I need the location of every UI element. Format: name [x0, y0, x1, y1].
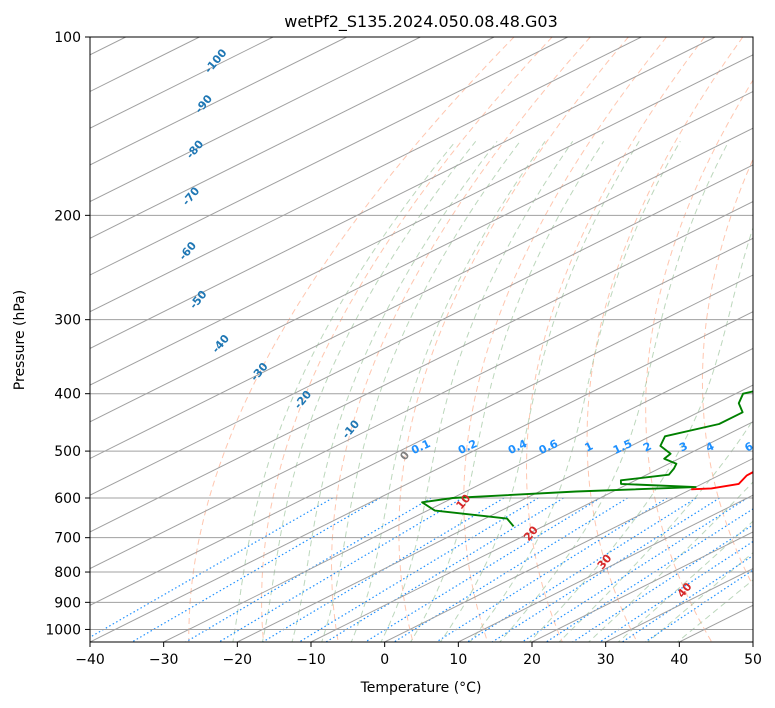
x-axis: −40 −30 −20 −10 0 10 20 30 40 50 [75, 642, 762, 668]
y-tick-label: 300 [54, 313, 81, 329]
pressure-gridlines [90, 37, 753, 630]
moist-adiabat [647, 551, 753, 642]
mixing-ratio-line [520, 497, 748, 642]
y-tick-label: 400 [54, 387, 81, 403]
isotherm-gridline [90, 237, 753, 570]
y-tick-label: 600 [54, 491, 81, 507]
isotherm-gridline [163, 347, 753, 642]
y-axis-title: Pressure (hPa) [12, 290, 28, 390]
mixing-ratio-line [324, 497, 564, 642]
mixing-ratio-line [261, 497, 505, 642]
isotherm-gridline [384, 457, 753, 642]
x-tick-label: 40 [670, 652, 688, 668]
moist-adiabat [676, 579, 753, 642]
moist-adiabat [380, 141, 574, 642]
isotherm-gridline [90, 37, 421, 203]
mixing-ratio-line [491, 497, 720, 642]
y-tick-label: 800 [54, 565, 81, 581]
mixing-ratio-line [364, 497, 601, 642]
x-axis-title: Temperature (°C) [360, 680, 482, 696]
moist-adiabat [410, 141, 605, 642]
y-tick-label: 100 [54, 30, 81, 46]
x-tick-label: 0 [380, 652, 389, 668]
isotherm-gridline [90, 90, 753, 423]
y-tick-label: 700 [54, 531, 81, 547]
dry-adiabat [398, 37, 629, 642]
moist-adiabat [291, 140, 498, 642]
moist-adiabat [439, 141, 640, 642]
isotherm-gridline [90, 274, 753, 606]
x-tick-label: −30 [149, 652, 179, 668]
isotherm-gridline [90, 37, 716, 349]
mixing-ratio-lines [90, 497, 753, 642]
isotherm-gridline [90, 37, 568, 276]
isotherm-gridline [90, 37, 642, 313]
isotherm-gridline [90, 201, 753, 533]
moist-adiabat [499, 141, 730, 642]
chart-title: wetPf2_S135.2024.050.08.48.G03 [284, 12, 558, 32]
mixing-ratio-line [435, 497, 668, 642]
x-tick-label: −40 [75, 652, 105, 668]
mixing-ratio-line [466, 497, 697, 642]
moist-adiabat [350, 141, 546, 642]
mixing-ratio-line [130, 497, 381, 642]
moist-adiabat [469, 141, 681, 642]
isotherm-gridline [531, 531, 753, 642]
x-tick-label: 10 [449, 652, 467, 668]
mixing-ratio-line [217, 497, 463, 642]
mixing-ratio-line [298, 497, 539, 642]
profile-lines [421, 390, 753, 528]
plot-frame [89, 36, 754, 643]
mixing-ratio-line [598, 540, 753, 642]
mixing-ratio-label: 6 [743, 439, 756, 454]
moist-adiabat [528, 226, 753, 642]
moist-adiabat [261, 140, 477, 642]
isotherm-gridline [90, 311, 753, 642]
y-tick-label: 1000 [45, 622, 81, 638]
isotherm-gridline [458, 494, 753, 642]
isotherm-gridline [310, 421, 753, 642]
plot-area: -100-90-80-70-60-50-40-30-20-10010203040… [90, 37, 756, 642]
isotherm-gridline [237, 384, 753, 642]
moist-adiabat [321, 141, 521, 642]
x-tick-label: 20 [523, 652, 541, 668]
mixing-ratio-line [571, 524, 753, 642]
isotherm-gridline [90, 37, 495, 239]
dewpoint-profile-line [421, 390, 753, 528]
dry-adiabat [463, 37, 667, 642]
dry-adiabat [330, 37, 591, 642]
y-tick-label: 200 [54, 208, 81, 224]
isotherm-gridlines [90, 37, 753, 642]
isotherm-gridline [90, 37, 347, 166]
y-axis: 100 200 300 400 500 600 700 800 900 1000 [45, 30, 90, 638]
x-tick-label: 50 [744, 652, 762, 668]
x-tick-label: −10 [296, 652, 326, 668]
isotherm-gridline [90, 164, 753, 496]
isotherm-gridline [90, 54, 753, 386]
mixing-ratio-line [621, 554, 753, 642]
x-tick-label: 30 [597, 652, 615, 668]
mixing-ratio-line [184, 497, 432, 642]
y-tick-label: 900 [54, 595, 81, 611]
isotherm-gridline [90, 127, 753, 460]
x-tick-label: −20 [223, 652, 253, 668]
y-tick-label: 500 [54, 444, 81, 460]
